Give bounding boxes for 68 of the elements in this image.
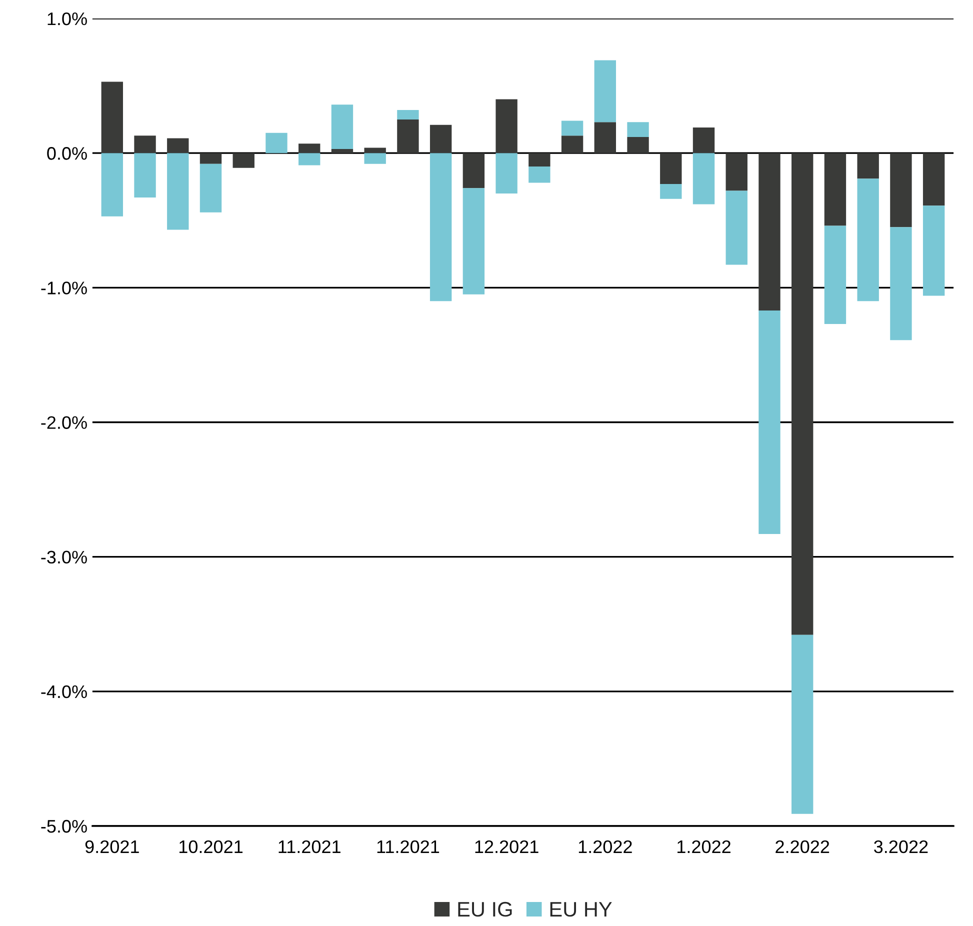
bar <box>528 153 550 167</box>
bar <box>167 138 189 154</box>
y-tick-label: 1.0% <box>48 12 87 26</box>
bar <box>167 153 189 230</box>
bar <box>101 153 123 216</box>
bar <box>627 122 649 137</box>
bar <box>726 190 748 265</box>
bar <box>331 149 354 154</box>
x-tick-label: 1.2022 <box>678 840 730 854</box>
bar <box>364 148 386 154</box>
x-tick-label: 1.2022 <box>578 840 632 854</box>
y-tick-label: -3.0% <box>41 550 87 564</box>
bar <box>528 166 550 183</box>
bar <box>627 136 649 154</box>
y-tick-label: -2.0% <box>41 416 87 429</box>
x-tick-label: 11.2021 <box>377 840 440 854</box>
bar <box>594 60 616 122</box>
x-tick-label: 3.2022 <box>874 840 928 854</box>
bar <box>758 153 780 311</box>
x-tick-label: 11.2021 <box>278 840 340 854</box>
y-tick-label: -1.0% <box>41 282 87 294</box>
bar <box>496 153 518 194</box>
bar <box>364 153 386 164</box>
x-tick-label: 9.2021 <box>85 840 139 854</box>
bar <box>397 119 419 154</box>
bar <box>726 153 748 191</box>
bar <box>561 120 584 136</box>
x-tick-label: 12.2021 <box>475 840 538 854</box>
y-tick-label: -4.0% <box>41 685 87 698</box>
bar <box>397 110 419 120</box>
legend-label: EU HY <box>550 902 612 917</box>
bar <box>331 104 354 150</box>
bar <box>922 153 945 206</box>
bar <box>792 153 814 635</box>
bar <box>496 99 518 154</box>
bar <box>758 310 780 534</box>
x-tick-label: 2.2022 <box>776 840 830 854</box>
y-tick-label: 0.0% <box>47 147 87 160</box>
bar <box>134 153 156 198</box>
bar <box>890 227 912 340</box>
bar <box>692 153 715 204</box>
bar <box>692 128 715 154</box>
y-tick-label: -5.0% <box>41 820 87 833</box>
bar <box>890 153 912 228</box>
bar <box>857 153 879 179</box>
x-tick-label: 10.2021 <box>180 840 243 854</box>
bar <box>298 144 320 154</box>
bar <box>792 634 814 814</box>
bar <box>462 153 485 188</box>
bar <box>594 122 616 154</box>
bar <box>462 188 485 294</box>
bar <box>824 226 846 324</box>
bar <box>660 153 682 184</box>
bar <box>430 124 452 154</box>
bar <box>200 153 222 164</box>
bar <box>561 136 584 154</box>
bar <box>232 153 254 168</box>
legend-label: EU IG <box>458 902 512 917</box>
bar <box>134 136 156 154</box>
bar <box>430 153 452 302</box>
bar <box>200 164 222 212</box>
bar <box>922 206 945 296</box>
bar <box>824 153 846 226</box>
bar <box>660 184 682 199</box>
bar <box>101 82 123 154</box>
bar <box>266 132 288 154</box>
bar <box>298 153 320 166</box>
bar <box>857 178 879 302</box>
